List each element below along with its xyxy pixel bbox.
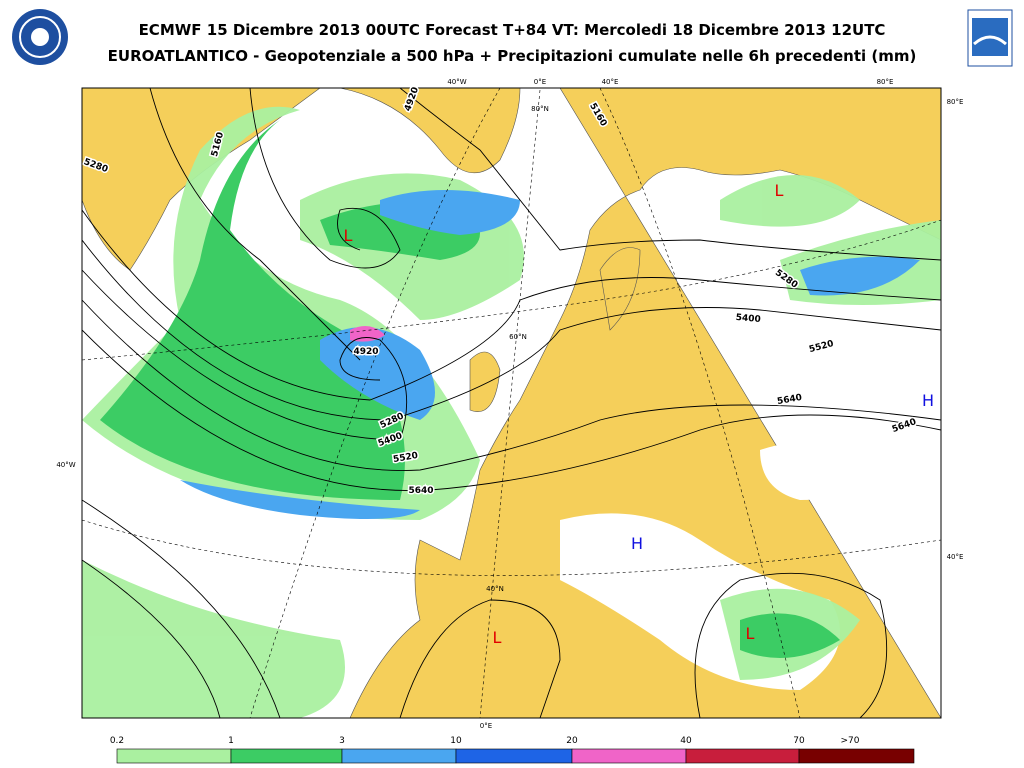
grid-label: 40°N [486,585,504,593]
legend-tick-label: 70 [793,736,805,746]
logo-right [967,9,1013,67]
map-frame [81,87,942,719]
grid-label: 40°W [447,78,466,86]
contour-label: 5400 [735,313,761,325]
low-marker: L [746,624,755,643]
grid-label: 40°E [947,553,964,561]
legend-swatch [116,748,232,764]
legend-tick-label: 20 [566,736,578,746]
low-marker: L [344,226,353,245]
grid-label: 60°N [509,333,527,341]
contour-label: 4920 [353,347,378,357]
legend-swatch [571,748,687,764]
grid-label: 40°W [56,461,75,469]
logo-left [12,9,68,65]
legend-tick-label: 40 [680,736,692,746]
title: ECMWF 15 Dicembre 2013 00UTC Forecast T+… [139,21,886,39]
grid-label: 80°N [531,105,549,113]
legend-tick-label: >70 [841,736,860,746]
low-marker: L [493,628,502,647]
high-marker: H [922,391,934,410]
low-marker: L [775,181,784,200]
legend-tick-label: 3 [339,736,345,746]
legend: 0.2 1 3 10 20 40 70 >70 [110,736,915,764]
legend-tick-label: 10 [450,736,462,746]
legend-tick-label: 1 [228,736,234,746]
legend-swatch [685,748,800,764]
legend-swatch [341,748,457,764]
legend-swatch [798,748,915,764]
contour-label: 5640 [776,393,802,407]
grid-label: 0°E [480,722,492,730]
legend-tick-label: 0.2 [110,736,124,746]
legend-swatch [455,748,573,764]
grid-label: 40°E [602,78,619,86]
subtitle: EUROATLANTICO - Geopotenziale a 500 hPa … [108,47,917,65]
contour-label: 5640 [408,486,433,496]
map [82,88,941,718]
high-marker: H [631,534,643,553]
grid-label: 0°E [534,78,546,86]
grid-label: 80°E [877,78,894,86]
legend-swatch [230,748,343,764]
grid-label: 80°E [947,98,964,106]
